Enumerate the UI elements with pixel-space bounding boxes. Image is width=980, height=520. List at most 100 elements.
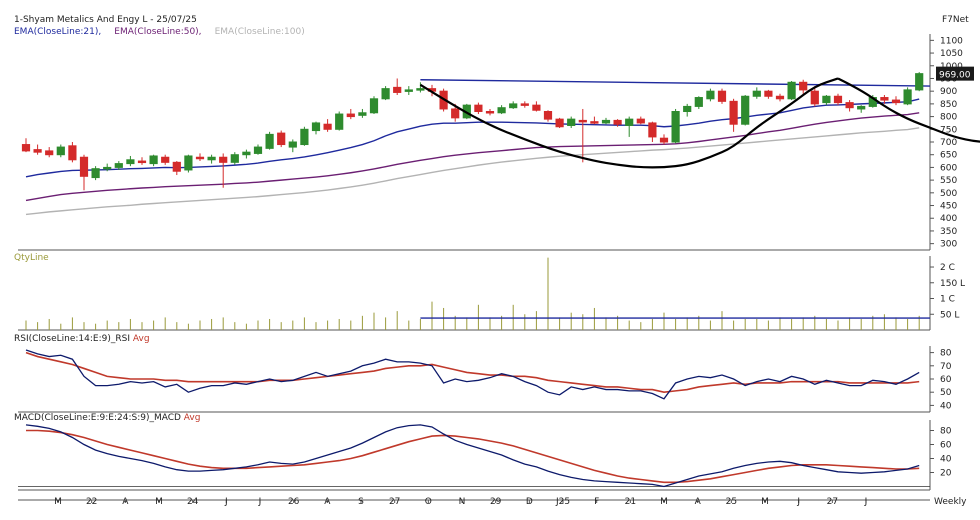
price-tick-label: 700 bbox=[940, 138, 957, 148]
x-tick-label: A bbox=[695, 497, 702, 507]
price-tick-label: 750 bbox=[940, 125, 957, 135]
candle bbox=[590, 116, 599, 125]
price-tick-label: 850 bbox=[940, 100, 957, 110]
candle-body bbox=[253, 146, 263, 154]
price-tick-label: 900 bbox=[940, 87, 957, 97]
candle-body bbox=[172, 161, 181, 172]
candle bbox=[671, 108, 680, 144]
macd-tick-label: 20 bbox=[940, 469, 952, 479]
timeframe-label: Weekly bbox=[934, 497, 967, 507]
candle-body bbox=[277, 132, 286, 146]
price-tick-label: 450 bbox=[940, 202, 957, 212]
candle-body bbox=[636, 118, 645, 124]
x-tick-label: J bbox=[224, 497, 228, 507]
candle bbox=[33, 144, 42, 155]
candle-body bbox=[137, 160, 147, 164]
macd-line bbox=[25, 424, 920, 488]
rsi-label-text: RSI(CloseLine:14:E:9)_RSI bbox=[14, 334, 133, 344]
candle bbox=[717, 88, 727, 104]
rsi-avg-line bbox=[25, 351, 920, 394]
candle bbox=[369, 96, 379, 115]
x-tick-label: 27 bbox=[389, 497, 400, 507]
price-tick-label: 350 bbox=[940, 227, 957, 237]
candle bbox=[810, 86, 819, 107]
price-tag-label: 969.00 bbox=[939, 71, 971, 81]
candle bbox=[184, 154, 193, 173]
qty-tick-label: 150 L bbox=[940, 279, 965, 289]
candle bbox=[172, 161, 181, 176]
candle bbox=[288, 139, 297, 153]
x-tick-label: M bbox=[54, 497, 62, 507]
candle bbox=[56, 144, 65, 158]
candle-body bbox=[625, 118, 634, 126]
price-tick-label: 500 bbox=[940, 189, 957, 199]
x-tick-label: F bbox=[594, 497, 599, 507]
candle bbox=[485, 108, 495, 116]
macd-label-text: MACD(CloseLine:E:9:E:24:S:9)_MACD bbox=[14, 413, 184, 423]
candle bbox=[91, 166, 100, 181]
candle bbox=[230, 152, 239, 165]
candle bbox=[787, 81, 796, 101]
ema-legend: EMA(CloseLine:21), EMA(CloseLine:50), EMA(… bbox=[14, 27, 305, 37]
candle bbox=[21, 138, 31, 153]
cup-pattern-arc-2 bbox=[837, 77, 980, 143]
candle bbox=[613, 119, 622, 127]
x-tick-label: J25 bbox=[555, 497, 570, 507]
candle-body bbox=[21, 144, 31, 152]
candle bbox=[68, 142, 77, 163]
candle-body bbox=[659, 137, 669, 143]
qty-tick-label: 50 L bbox=[940, 310, 959, 320]
candle-body bbox=[717, 90, 727, 102]
candle-body bbox=[369, 98, 379, 114]
resistance-trendline bbox=[420, 79, 931, 87]
candle-body bbox=[787, 81, 796, 100]
candle bbox=[126, 155, 135, 167]
candle bbox=[915, 72, 924, 92]
candle bbox=[532, 101, 541, 112]
x-tick-label: 26 bbox=[288, 497, 300, 507]
brand-label: F7Net bbox=[942, 15, 969, 25]
candle bbox=[741, 94, 750, 126]
candle-body bbox=[311, 122, 321, 132]
candle-body bbox=[219, 156, 228, 163]
candle bbox=[694, 96, 703, 109]
candle-body bbox=[671, 111, 680, 143]
candle bbox=[543, 110, 553, 122]
candle-body bbox=[810, 90, 819, 105]
macd-panel-label: MACD(CloseLine:E:9:E:24:S:9)_MACD Avg bbox=[14, 413, 200, 423]
candle-body bbox=[903, 89, 912, 105]
candle-body bbox=[485, 111, 495, 114]
ema-legend-1: EMA(CloseLine:21), bbox=[14, 27, 101, 37]
price-tick-label: 550 bbox=[940, 176, 957, 186]
rsi-tick-label: 40 bbox=[940, 401, 952, 411]
candle-body bbox=[497, 107, 506, 114]
candle-body bbox=[68, 145, 77, 161]
candle-body bbox=[161, 156, 170, 163]
candle-body bbox=[799, 81, 808, 91]
x-tick-label: S bbox=[358, 497, 364, 507]
candle bbox=[242, 149, 251, 159]
x-tick-label: J bbox=[258, 497, 262, 507]
x-tick-label: A bbox=[122, 497, 129, 507]
candle bbox=[311, 121, 321, 135]
candle bbox=[578, 108, 587, 163]
candle-body bbox=[184, 155, 193, 171]
candle bbox=[659, 134, 669, 145]
rsi-line bbox=[25, 349, 920, 400]
rsi-avg-label: Avg bbox=[133, 334, 150, 344]
rsi-tick-label: 60 bbox=[940, 375, 952, 385]
price-tick-label: 1050 bbox=[940, 49, 963, 59]
candle-body bbox=[567, 118, 576, 126]
candle-body bbox=[706, 90, 715, 100]
price-tick-label: 600 bbox=[940, 163, 957, 173]
price-tick-label: 650 bbox=[940, 151, 957, 161]
x-tick-label: 29 bbox=[490, 497, 502, 507]
macd-tick-label: 80 bbox=[940, 427, 952, 437]
candle bbox=[45, 147, 54, 158]
candle bbox=[845, 100, 854, 112]
candle-body bbox=[613, 119, 622, 125]
candle bbox=[381, 86, 390, 101]
rsi-tick-label: 80 bbox=[940, 349, 952, 359]
candle-body bbox=[45, 150, 54, 156]
